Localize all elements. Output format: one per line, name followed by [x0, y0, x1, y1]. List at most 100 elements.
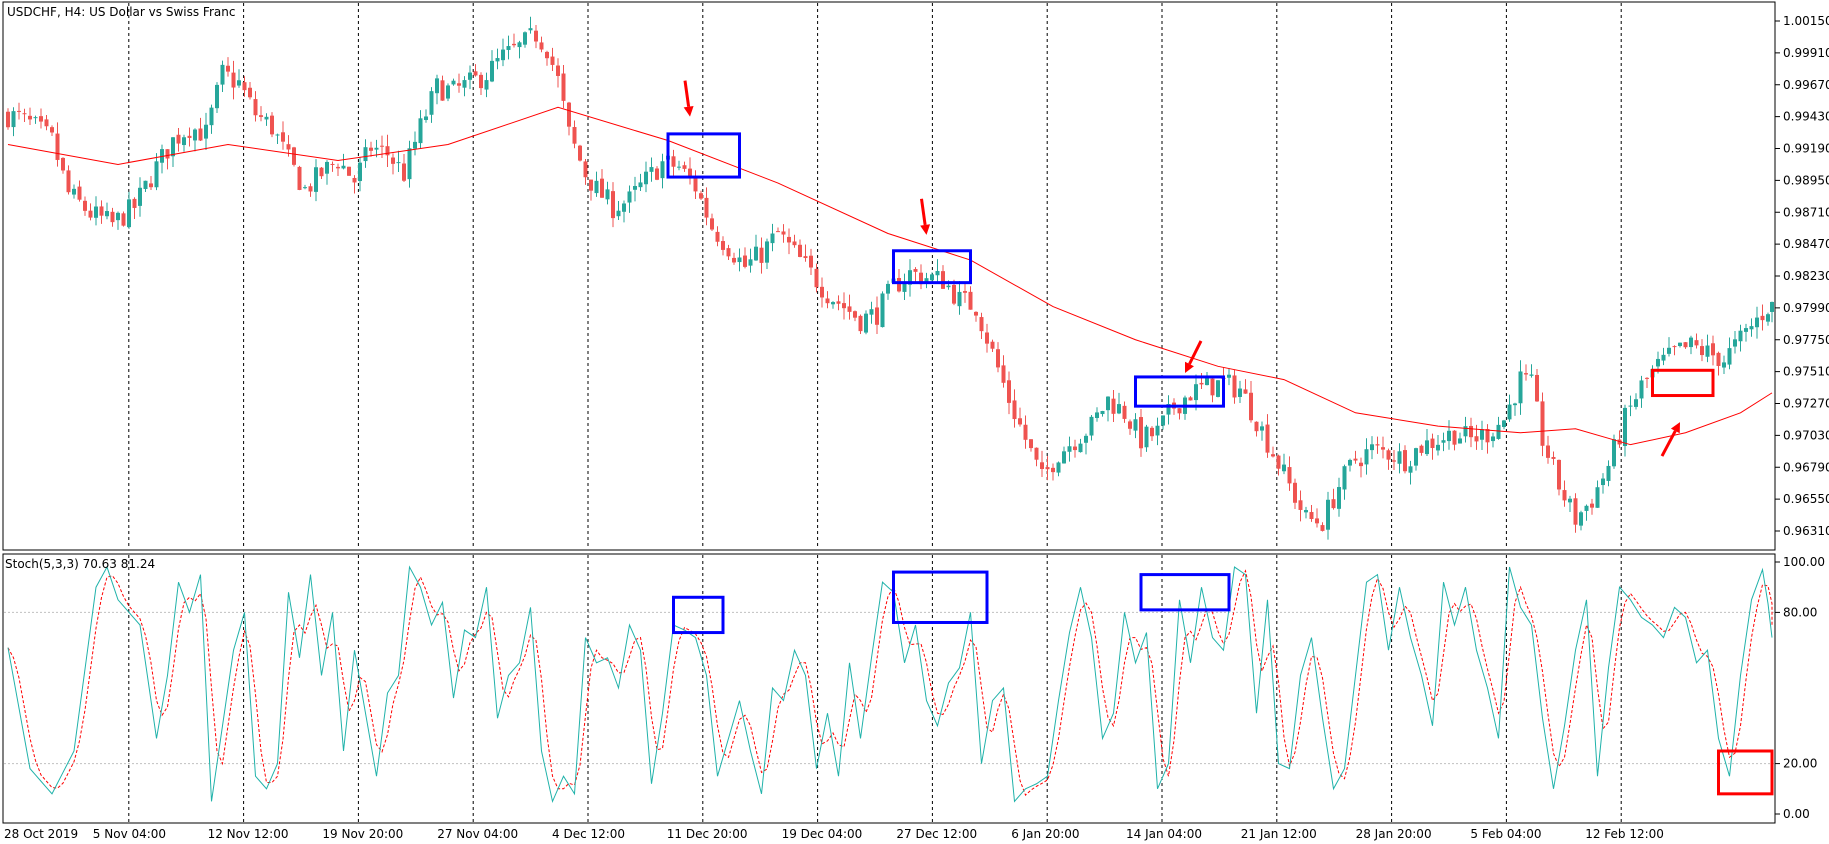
candle-body [1095, 412, 1099, 419]
annotation-arrow [1185, 340, 1203, 373]
candle-body [358, 162, 362, 182]
stochastic-label: Stoch(5,3,3) 70.63 81.24 [5, 557, 155, 571]
candle-body [1639, 380, 1644, 399]
candle-body [1040, 462, 1044, 469]
price-axis-tick-label: 0.99190 [1783, 142, 1829, 156]
candle-body [1524, 373, 1528, 375]
candle-body [77, 186, 82, 200]
candle-body [1568, 498, 1572, 503]
candle-body [44, 119, 49, 127]
candle-body [1436, 444, 1440, 451]
candle-body [1012, 400, 1017, 420]
symbol-label: USDCHF, H4: US Dollar vs Swiss Franc [7, 5, 235, 19]
candle-body [1370, 444, 1374, 451]
candle-body [1161, 415, 1165, 426]
candle-body [1441, 440, 1446, 443]
candle-body [325, 161, 329, 174]
candle-body [83, 200, 87, 211]
candle-body [627, 191, 632, 203]
candle-body [1150, 427, 1154, 437]
candle-body [1177, 408, 1182, 414]
candle-body [660, 161, 665, 179]
candle-body [897, 277, 901, 292]
time-axis: 28 Oct 2019 5 Nov 04:00 12 Nov 12:00 19 Nov… [4, 827, 1664, 841]
candle-body [363, 147, 368, 162]
candle-body [572, 127, 577, 144]
candle-body [1705, 345, 1710, 357]
candle-body [1485, 428, 1490, 443]
candle-body [22, 113, 27, 115]
candle-body [1254, 421, 1259, 432]
candle-body [99, 206, 104, 216]
candle-body [1700, 346, 1704, 356]
candle-body [1447, 430, 1451, 442]
stochastic-main-line [7, 565, 1773, 804]
candle-body [836, 301, 841, 304]
candle-body [1051, 467, 1055, 473]
stochastic-panel-frame [2, 553, 1776, 824]
candle-body [1144, 426, 1149, 448]
candle-body [1634, 399, 1638, 407]
candle-body [484, 80, 489, 90]
stochastic-panel[interactable]: 100.00 80.00 20.00 0.00 28 Oct 2019 5 Nov 04:… [4, 555, 1825, 841]
candle-body [1513, 403, 1517, 406]
highlight-box [1651, 368, 1715, 398]
candle-body [231, 72, 236, 88]
price-axis-tick-label: 0.98230 [1783, 269, 1829, 283]
candle-body [765, 241, 769, 263]
candle-body [1480, 429, 1484, 440]
candle-body [1062, 451, 1066, 464]
candle-body [1271, 454, 1275, 457]
candle-body [1199, 382, 1204, 385]
candle-body [171, 137, 175, 157]
candle-body [825, 298, 830, 304]
candle-body [116, 212, 120, 221]
candle-body [275, 134, 280, 136]
price-axis-tick-label: 1.00150 [1783, 14, 1829, 28]
candle-body [748, 259, 753, 266]
candle-body [396, 162, 401, 164]
candle-body [737, 257, 742, 263]
candle-body [1166, 404, 1171, 415]
candle-body [1667, 347, 1671, 354]
candle-body [1606, 465, 1611, 481]
candle-body [286, 144, 291, 150]
candle-body [1716, 352, 1721, 366]
candle-body [875, 307, 879, 325]
annotation-arrow-head [1670, 422, 1680, 434]
candle-body [1188, 397, 1193, 401]
candle-body [1353, 458, 1358, 461]
candle-body [1755, 317, 1759, 328]
candle-body [1392, 460, 1396, 462]
candle-body [1023, 424, 1028, 440]
candle-body [1386, 450, 1391, 460]
candle-body [1419, 445, 1424, 453]
candle-body [479, 74, 483, 89]
candle-body [979, 317, 984, 332]
candle-body [242, 82, 247, 91]
candle-body [1540, 401, 1545, 446]
highlight-box [1134, 375, 1225, 408]
candle-body [1683, 342, 1688, 348]
candle-body [1122, 405, 1127, 419]
candle-body [193, 129, 197, 141]
candle-body [1628, 405, 1633, 407]
candle-body [1249, 392, 1253, 421]
candle-body [638, 182, 643, 188]
candle-body [303, 187, 307, 189]
candle-body [1342, 466, 1347, 490]
candle-body [902, 282, 907, 292]
candle-body [308, 186, 313, 192]
candle-body [1320, 525, 1325, 531]
candle-body [1573, 498, 1578, 525]
candle-body [1029, 439, 1033, 449]
candle-body [924, 278, 929, 282]
candle-body [556, 65, 560, 76]
candle-body [842, 303, 846, 309]
candle-body [1474, 436, 1479, 442]
candle-body [435, 78, 439, 94]
candle-body [1243, 389, 1248, 394]
price-panel[interactable]: 1.00150 0.99910 0.99670 0.99430 0.99190 0.989… [6, 3, 1829, 549]
candle-body [853, 311, 857, 318]
